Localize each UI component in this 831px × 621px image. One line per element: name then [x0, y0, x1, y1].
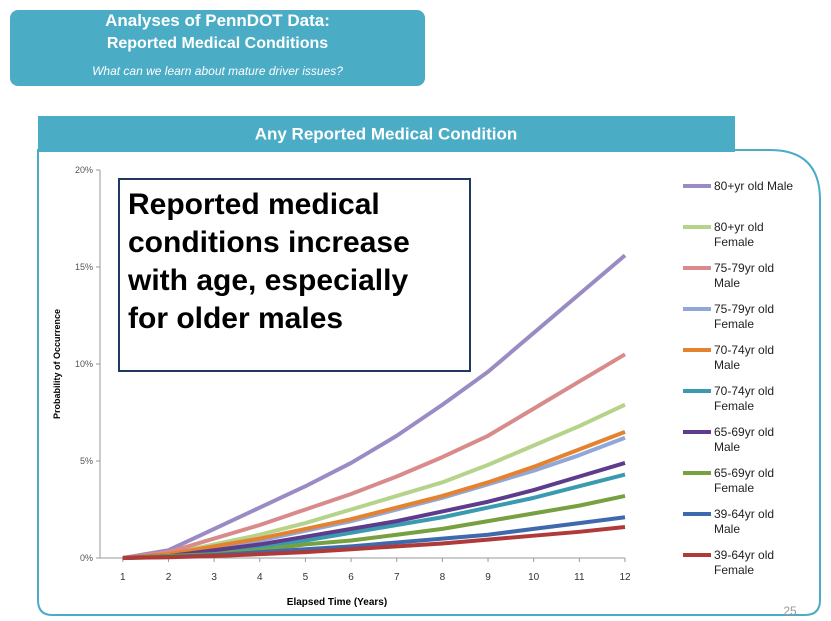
legend-label: 80+yr old Male	[714, 179, 794, 193]
series-line	[122, 253, 627, 560]
x-tick-label: 8	[440, 572, 446, 583]
annotation-line: with age, especially	[128, 264, 409, 297]
y-tick-label: 5%	[80, 456, 93, 466]
legend-label: 65-69yr old Female	[714, 466, 775, 495]
annotation-box: Reported medical conditions increase with …	[118, 178, 471, 372]
annotation-line: Reported medical	[128, 188, 380, 221]
chart-title-bar	[38, 116, 735, 152]
x-tick-label: 5	[303, 572, 309, 583]
header-subtitle: Reported Medical Conditions	[106, 35, 329, 52]
legend-label: 70-74yr old Male	[714, 343, 775, 372]
y-tick-label: 0%	[80, 553, 93, 563]
x-tick-label: 2	[166, 572, 172, 583]
legend-label: 70-74yr old Female	[714, 384, 775, 413]
x-tick-label: 12	[619, 572, 631, 583]
annotation-line: conditions increase	[128, 226, 410, 259]
x-tick-label: 6	[348, 572, 354, 583]
annotation-line: for older males	[128, 302, 344, 335]
series-line	[122, 524, 626, 560]
y-tick-label: 15%	[75, 262, 93, 272]
x-tick-label: 3	[211, 572, 217, 583]
x-tick-label: 10	[528, 572, 540, 583]
legend-label: 65-69yr old Male	[714, 425, 775, 454]
chart-title: Any Reported Medical Condition	[255, 124, 518, 143]
page-number: 25	[783, 604, 797, 618]
legend-label: 75-79yr old Female	[714, 302, 775, 331]
panel-outline	[37, 149, 821, 616]
legend-label: 80+yr old Female	[714, 220, 764, 249]
y-tick-label: 10%	[75, 359, 93, 369]
series-line	[122, 430, 626, 560]
x-tick-label: 9	[485, 572, 491, 583]
y-tick-label: 20%	[75, 165, 93, 175]
series-line	[122, 352, 627, 560]
x-tick-label: 11	[574, 572, 585, 583]
header-title: Analyses of PennDOT Data:	[105, 11, 330, 30]
x-axis-label: Elapsed Time (Years)	[287, 597, 387, 608]
x-tick-label: 4	[257, 572, 263, 583]
header-box	[10, 10, 425, 86]
header-tagline: What can we learn about mature driver is…	[92, 64, 343, 78]
series-line	[122, 435, 626, 560]
series-line	[122, 461, 626, 560]
x-tick-label: 1	[120, 572, 126, 583]
legend-label: 39-64yr old Female	[714, 548, 775, 577]
legend-label: 39-64yr old Male	[714, 507, 775, 536]
x-tick-label: 7	[394, 572, 400, 583]
y-axis-label: Probability of Occurrence	[52, 309, 62, 419]
legend-label: 75-79yr old Male	[714, 261, 775, 290]
